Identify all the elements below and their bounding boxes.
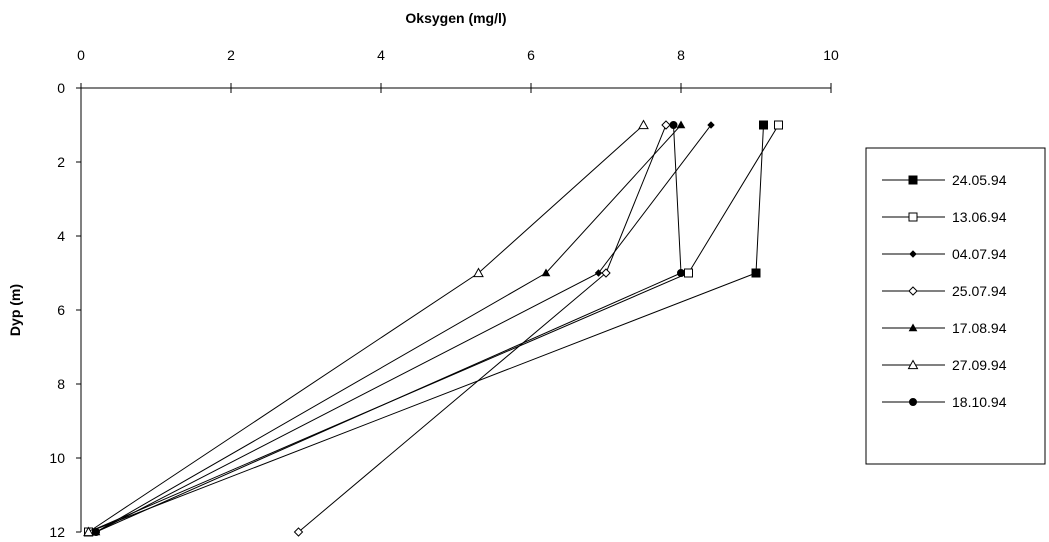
- y-tick-label: 4: [57, 228, 65, 244]
- data-point: [83, 526, 94, 537]
- data-point: [601, 268, 611, 278]
- series-line: [95, 124, 712, 533]
- series-line: [298, 124, 667, 533]
- x-tick-label: 4: [377, 47, 385, 63]
- data-point: [908, 286, 918, 296]
- series-line: [88, 124, 764, 533]
- legend-label: 18.10.94: [952, 394, 1007, 410]
- legend-entry: 17.08.94: [882, 320, 1007, 336]
- legend-label: 17.08.94: [952, 320, 1007, 336]
- data-point: [908, 323, 918, 332]
- x-tick-label: 6: [527, 47, 535, 63]
- y-tick-label: 2: [57, 154, 65, 170]
- data-point: [751, 268, 761, 278]
- series-line: [95, 124, 682, 533]
- legend-entry: 25.07.94: [882, 283, 1007, 299]
- plot-area: [83, 119, 783, 537]
- data-point: [293, 527, 304, 537]
- y-tick-label: 8: [57, 376, 65, 392]
- legend-entry: 24.05.94: [882, 172, 1007, 188]
- series-18.10.94: [92, 121, 685, 536]
- data-point: [473, 267, 484, 278]
- data-point: [684, 268, 693, 278]
- data-point: [909, 398, 917, 406]
- legend: 24.05.94 13.06.94 04.07.94 25.07.94 17.08.94…: [865, 147, 1046, 465]
- legend-entry: 04.07.94: [882, 246, 1007, 262]
- data-point: [92, 528, 100, 536]
- data-point: [677, 269, 685, 277]
- legend-label: 13.06.94: [952, 209, 1007, 225]
- legend-entry: 13.06.94: [882, 209, 1007, 225]
- legend-label: 27.09.94: [952, 357, 1007, 373]
- series-line: [95, 124, 682, 533]
- legend-label: 04.07.94: [952, 246, 1007, 262]
- x-tick-label: 0: [77, 47, 85, 63]
- series-17.08.94: [91, 120, 686, 536]
- axes: 0 2 4 6 8 10 0 2 4 6 8 10 12: [49, 47, 839, 540]
- x-tick-label: 10: [823, 47, 839, 63]
- data-point: [908, 175, 918, 185]
- x-tick-label: 2: [227, 47, 235, 63]
- y-tick-label: 0: [57, 80, 65, 96]
- legend-entry: 27.09.94: [882, 357, 1007, 373]
- y-tick-label: 10: [49, 450, 65, 466]
- data-point: [541, 268, 551, 277]
- data-point: [669, 121, 678, 129]
- legend-label: 24.05.94: [952, 172, 1007, 188]
- series-line: [88, 124, 779, 533]
- y-axis-label: Dyp (m): [7, 284, 23, 336]
- legend-box: [865, 147, 1046, 465]
- data-point: [774, 120, 783, 130]
- y-tick-label: 12: [49, 524, 65, 540]
- data-point: [676, 120, 686, 129]
- chart-title: Oksygen (mg/l): [405, 10, 506, 26]
- y-tick-label: 6: [57, 302, 65, 318]
- data-point: [907, 359, 919, 370]
- data-point: [707, 121, 715, 129]
- legend-entry: 18.10.94: [882, 394, 1007, 410]
- legend-label: 25.07.94: [952, 283, 1007, 299]
- x-tick-label: 8: [677, 47, 685, 63]
- data-point: [759, 120, 768, 130]
- data-point: [594, 269, 603, 277]
- data-point: [909, 250, 917, 258]
- series-27.09.94: [83, 119, 649, 537]
- series-13.06.94: [84, 120, 783, 537]
- data-point: [661, 120, 671, 130]
- series-24.05.94: [84, 120, 768, 537]
- data-point: [908, 212, 918, 222]
- series-25.07.94: [293, 120, 671, 537]
- series-04.07.94: [92, 121, 715, 536]
- data-point: [638, 119, 649, 130]
